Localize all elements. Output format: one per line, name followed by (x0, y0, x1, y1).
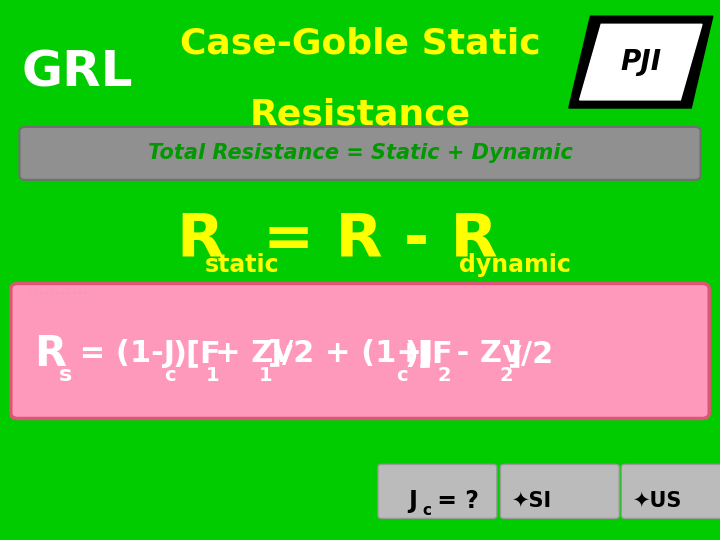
Text: static: static (205, 253, 280, 276)
Text: = R - R: = R - R (263, 211, 498, 270)
Text: 2: 2 (500, 366, 513, 385)
FancyBboxPatch shape (378, 464, 497, 518)
Text: 1: 1 (206, 366, 220, 385)
FancyBboxPatch shape (11, 284, 709, 418)
Text: + Zv: + Zv (215, 339, 293, 368)
Text: - Zv: - Zv (446, 339, 522, 368)
Text: PJI: PJI (620, 48, 662, 76)
Text: dynamic: dynamic (459, 253, 571, 276)
Text: c: c (164, 366, 176, 385)
Text: )[F: )[F (405, 339, 454, 368)
Text: R: R (176, 211, 223, 270)
Text: Case-Goble Static: Case-Goble Static (180, 27, 540, 61)
FancyBboxPatch shape (621, 464, 720, 518)
Text: s: s (59, 365, 72, 386)
FancyBboxPatch shape (500, 464, 619, 518)
Text: = ?: = ? (429, 489, 479, 512)
Polygon shape (569, 16, 713, 108)
Text: c: c (396, 366, 408, 385)
Text: Resistance: Resistance (249, 97, 471, 131)
Text: Total Resistance = Static + Dynamic: Total Resistance = Static + Dynamic (148, 143, 572, 164)
FancyBboxPatch shape (19, 127, 701, 180)
Text: R: R (35, 333, 67, 375)
Polygon shape (580, 24, 702, 100)
Text: J: J (408, 489, 417, 512)
Text: ]/2: ]/2 (508, 339, 554, 368)
Text: ✦US: ✦US (632, 490, 682, 511)
Text: 1: 1 (259, 366, 273, 385)
Text: c: c (423, 503, 432, 518)
Text: GRL: GRL (22, 49, 133, 97)
Text: ]/2 + (1+J: ]/2 + (1+J (268, 339, 433, 368)
Text: = (1-J: = (1-J (69, 339, 175, 368)
Text: 2: 2 (438, 366, 451, 385)
Text: ✦SI: ✦SI (511, 490, 552, 511)
Text: )[F: )[F (173, 339, 222, 368)
